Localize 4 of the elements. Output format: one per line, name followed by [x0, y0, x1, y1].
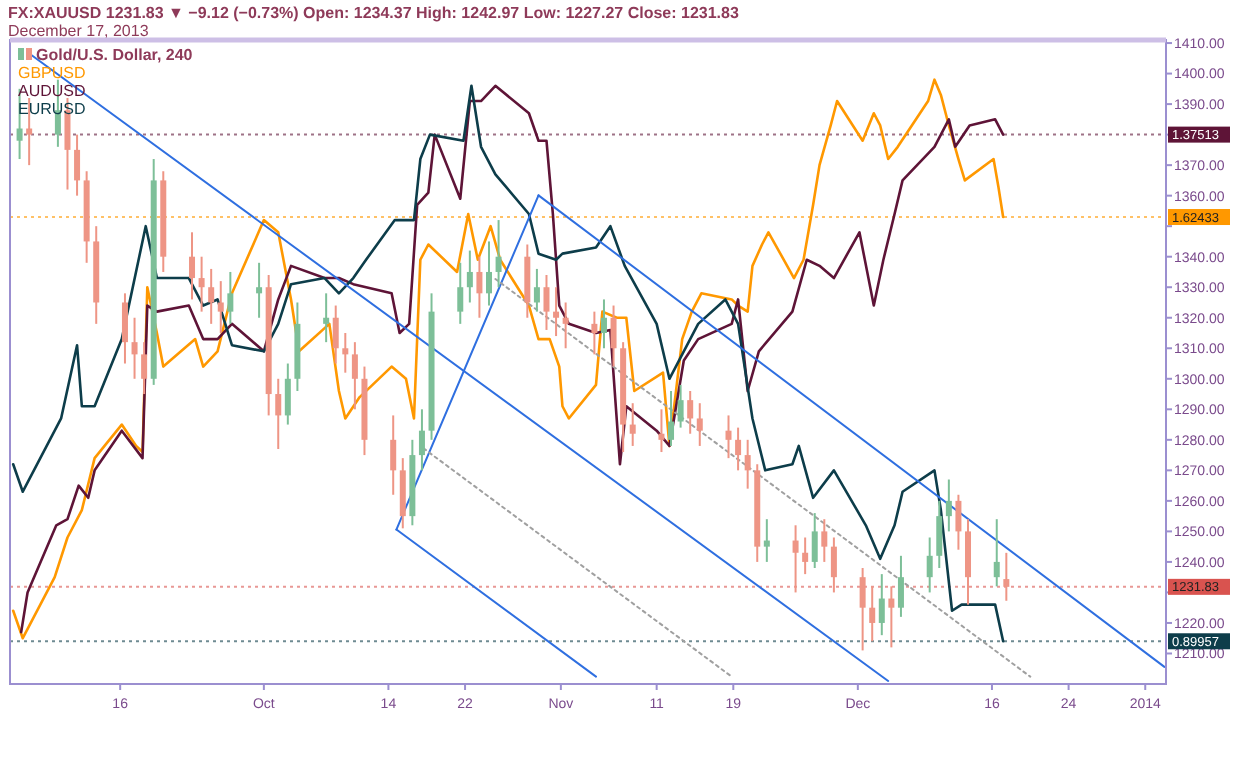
chart-title: FX:XAUUSD 1231.83 ▼ −9.12 (−0.73%) Open: 1234.37 High: 1242.97 Low: 1227.27 Close: 1231.83	[8, 4, 740, 22]
chart-subtitle: December 17, 2013	[8, 22, 150, 40]
legend-label: Gold/U.S. Dollar, 240	[36, 46, 194, 64]
text: EURUSD	[18, 100, 87, 118]
